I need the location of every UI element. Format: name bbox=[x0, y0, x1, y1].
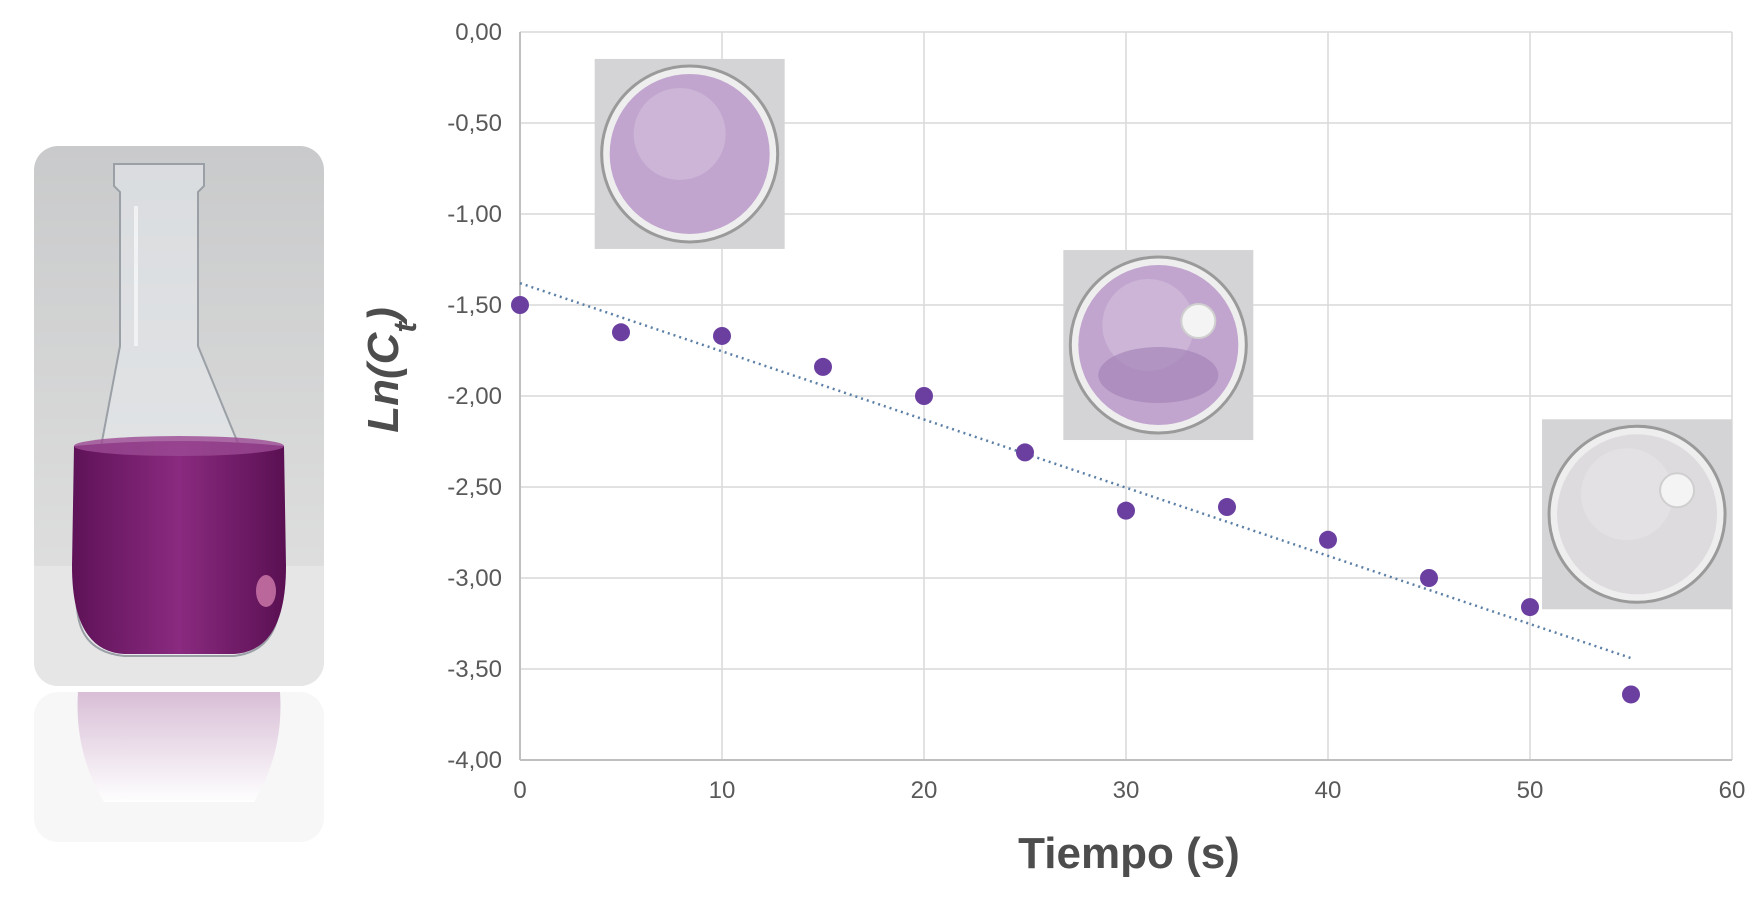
x-tick-label: 0 bbox=[513, 777, 526, 804]
y-tick-label: -2,00 bbox=[447, 383, 502, 410]
y-tick-label: -2,50 bbox=[447, 474, 502, 501]
svg-text:Ln(Ct): Ln(Ct) bbox=[359, 307, 423, 433]
x-axis-label: Tiempo (s) bbox=[1018, 829, 1240, 878]
data-point bbox=[1420, 569, 1438, 587]
data-point bbox=[1319, 530, 1337, 549]
data-point bbox=[612, 323, 630, 342]
tick-labels: 0,00 -0,50 -1,00 -1,50 -2,00 -2,50 -3,00 -3,50 -… bbox=[447, 19, 1745, 804]
flask-photo bbox=[34, 146, 324, 686]
x-tick-label: 30 bbox=[1113, 777, 1140, 804]
petri-dish-partially-decolorized-icon bbox=[1063, 250, 1254, 441]
petri-dish-purple-icon bbox=[594, 58, 785, 249]
y-tick-label: -1,50 bbox=[447, 292, 502, 319]
x-tick-label: 60 bbox=[1719, 777, 1746, 804]
data-point bbox=[814, 357, 832, 376]
petri-dish-decolorized-icon bbox=[1542, 419, 1733, 610]
data-point bbox=[1218, 498, 1236, 517]
y-tick-label: -1,00 bbox=[447, 201, 502, 228]
flask-reflection-shape bbox=[34, 692, 324, 842]
x-tick-label: 20 bbox=[911, 777, 938, 804]
data-point bbox=[1521, 598, 1539, 617]
data-points bbox=[511, 296, 1640, 704]
axes bbox=[519, 32, 1732, 761]
y-tick-label: -4,00 bbox=[447, 747, 502, 774]
y-tick-label: 0,00 bbox=[455, 19, 502, 46]
y-tick-label: -3,00 bbox=[447, 565, 502, 592]
y-tick-label: -0,50 bbox=[447, 110, 502, 137]
y-axis-label: Ln(Ct) bbox=[359, 307, 423, 433]
erlenmeyer-flask-icon bbox=[34, 146, 324, 686]
scatter-chart: 0,00 -0,50 -1,00 -1,50 -2,00 -2,50 -3,00 -3,50 -… bbox=[359, 19, 1745, 878]
x-tick-label: 10 bbox=[709, 777, 736, 804]
data-point bbox=[915, 387, 933, 405]
data-point bbox=[1622, 685, 1640, 704]
x-tick-label: 50 bbox=[1517, 777, 1544, 804]
data-point bbox=[713, 326, 731, 345]
x-tick-label: 40 bbox=[1315, 777, 1342, 804]
y-tick-label: -3,50 bbox=[447, 656, 502, 683]
data-point bbox=[511, 296, 529, 314]
petri-dish-photos bbox=[594, 58, 1733, 610]
data-point bbox=[1016, 443, 1034, 462]
data-point bbox=[1117, 501, 1135, 520]
flask-reflection bbox=[34, 692, 324, 842]
